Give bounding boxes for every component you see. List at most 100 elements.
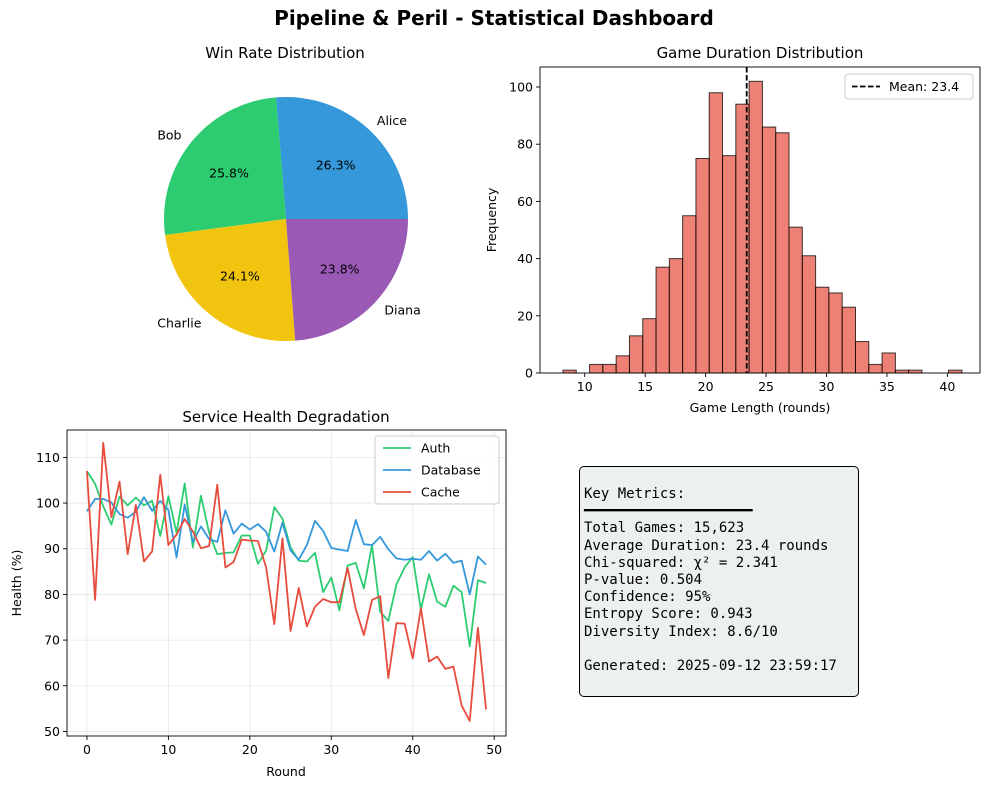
histogram-bar: [854, 341, 870, 374]
y-tick-label: 50: [44, 724, 60, 739]
histogram-legend: Mean: 23.4: [844, 73, 974, 100]
x-tick-label: 10: [577, 379, 593, 394]
histogram-bar: [628, 335, 644, 374]
metrics-heading: Key Metrics:: [584, 486, 686, 502]
histogram-bar: [841, 306, 857, 374]
histogram-bar: [815, 286, 830, 374]
series-line-database: [86, 496, 487, 596]
pie-labels: Alice 26.3% Bob 25.8% Charlie 24.1% Diana 23.8%: [157, 113, 420, 331]
histogram-bar: [761, 126, 777, 374]
histogram-bar: [642, 318, 657, 374]
y-tick-label: 100: [509, 80, 533, 95]
histogram-bar: [708, 92, 724, 374]
key-metrics-text: Key Metrics: ━━━━━━━━━━━━━━━━━━━━ Total …: [584, 486, 837, 675]
pie-title: Win Rate Distribution: [205, 44, 365, 62]
y-tick-label: 70: [44, 633, 60, 648]
game-duration-histogram-panel: Game Duration Distribution 10 15 20 25 30 35 4…: [484, 44, 981, 415]
histogram-bar: [668, 258, 684, 374]
y-tick-label: 90: [44, 541, 60, 556]
histogram-bar: [775, 132, 790, 374]
pie-slice-alice: [276, 97, 408, 219]
histogram-bar: [788, 226, 803, 374]
histogram-bar: [828, 292, 843, 374]
series-line-cache: [86, 441, 487, 722]
histogram-y-label: Frequency: [484, 187, 499, 252]
histogram-bar: [615, 355, 630, 374]
x-tick-label: 40: [939, 379, 955, 394]
y-tick-label: 60: [44, 678, 60, 693]
line-chart-legend: Auth Database Cache: [374, 435, 500, 505]
pie-pct-charlie: 24.1%: [220, 268, 260, 283]
x-tick-label: 40: [405, 742, 421, 757]
y-tick-label: 0: [525, 366, 533, 381]
series-line-auth: [86, 470, 487, 648]
legend-label-cache: Cache: [421, 485, 460, 500]
line-chart-y-ticks: 50 60 70 80 90 100 110: [36, 450, 67, 739]
histogram-bar: [801, 255, 817, 374]
line-chart-x-ticks: 0 10 20 30 40 50: [83, 736, 502, 757]
histogram-bar: [682, 215, 697, 374]
legend-label-database: Database: [421, 463, 481, 478]
y-tick-label: 100: [36, 496, 60, 511]
legend-label-auth: Auth: [421, 441, 450, 456]
x-tick-label: 25: [758, 379, 774, 394]
histogram-title: Game Duration Distribution: [657, 44, 864, 62]
y-tick-label: 60: [517, 194, 533, 209]
pie-label-diana: Diana: [384, 303, 420, 318]
histogram-x-ticks: 10 15 20 25 30 35 40: [577, 373, 955, 394]
metrics-generated-timestamp: Generated: 2025-09-12 23:59:17: [584, 658, 837, 675]
histogram-bar: [602, 363, 617, 374]
y-tick-label: 80: [517, 137, 533, 152]
line-chart-axes-frame: [66, 429, 507, 737]
pie-pct-diana: 23.8%: [320, 261, 360, 276]
line-chart-y-label: Health (%): [9, 550, 24, 617]
pie-slice-bob: [164, 97, 286, 236]
line-chart-title: Service Health Degradation: [182, 408, 389, 426]
metric-total-games: Total Games: 15,623: [584, 520, 745, 537]
pie-slice-diana: [286, 219, 408, 341]
x-tick-label: 35: [879, 379, 895, 394]
histogram-bar: [655, 266, 670, 374]
histogram-axes-frame: [539, 66, 981, 374]
histogram-bar: [868, 363, 883, 374]
line-legend-box: [374, 435, 500, 505]
metrics-rule: ━━━━━━━━━━━━━━━━━━━━: [584, 503, 753, 520]
line-chart-series: [86, 441, 487, 722]
metric-average-duration: Average Duration: 23.4 rounds: [584, 537, 829, 554]
pie-label-alice: Alice: [377, 113, 407, 128]
service-health-line-panel: Service Health Degradation 0 10 20 30 40 50 5…: [9, 408, 507, 779]
y-tick-label: 40: [517, 251, 533, 266]
metric-p-value: P-value: 0.504: [584, 572, 703, 589]
line-chart-x-label: Round: [266, 764, 306, 779]
histogram-y-ticks: 0 20 40 60 80 100: [509, 80, 540, 381]
histogram-bars: [562, 80, 963, 374]
pie-label-charlie: Charlie: [157, 316, 201, 331]
metric-chi-squared: Chi-squared: χ² = 2.341: [584, 554, 778, 571]
x-tick-label: 30: [819, 379, 835, 394]
figure-title: Pipeline & Peril - Statistical Dashboard: [274, 6, 714, 30]
mean-legend-label: Mean: 23.4: [889, 79, 959, 94]
histogram-bar: [695, 158, 710, 374]
x-tick-label: 20: [242, 742, 258, 757]
histogram-bar: [748, 80, 763, 374]
histogram-legend-box: [844, 73, 974, 100]
key-metrics-box: [579, 466, 859, 697]
pie-pct-bob: 25.8%: [209, 166, 249, 181]
pie-slices: [164, 97, 408, 341]
pie-pct-alice: 26.3%: [316, 158, 356, 173]
y-tick-label: 20: [517, 308, 533, 323]
metric-entropy-score: Entropy Score: 0.943: [584, 606, 753, 623]
metric-diversity-index: Diversity Index: 8.6/10: [584, 623, 778, 640]
pie-label-bob: Bob: [157, 127, 181, 142]
histogram-bar: [881, 352, 896, 374]
histogram-x-label: Game Length (rounds): [690, 400, 831, 415]
x-tick-label: 20: [698, 379, 714, 394]
win-rate-pie-panel: Win Rate Distribution Alice 26.3% Bob 25.8%…: [157, 44, 421, 341]
y-tick-label: 110: [36, 450, 60, 465]
metric-confidence: Confidence: 95%: [584, 589, 711, 606]
x-tick-label: 50: [486, 742, 502, 757]
x-tick-label: 30: [323, 742, 339, 757]
y-tick-label: 80: [44, 587, 60, 602]
x-tick-label: 15: [637, 379, 653, 394]
